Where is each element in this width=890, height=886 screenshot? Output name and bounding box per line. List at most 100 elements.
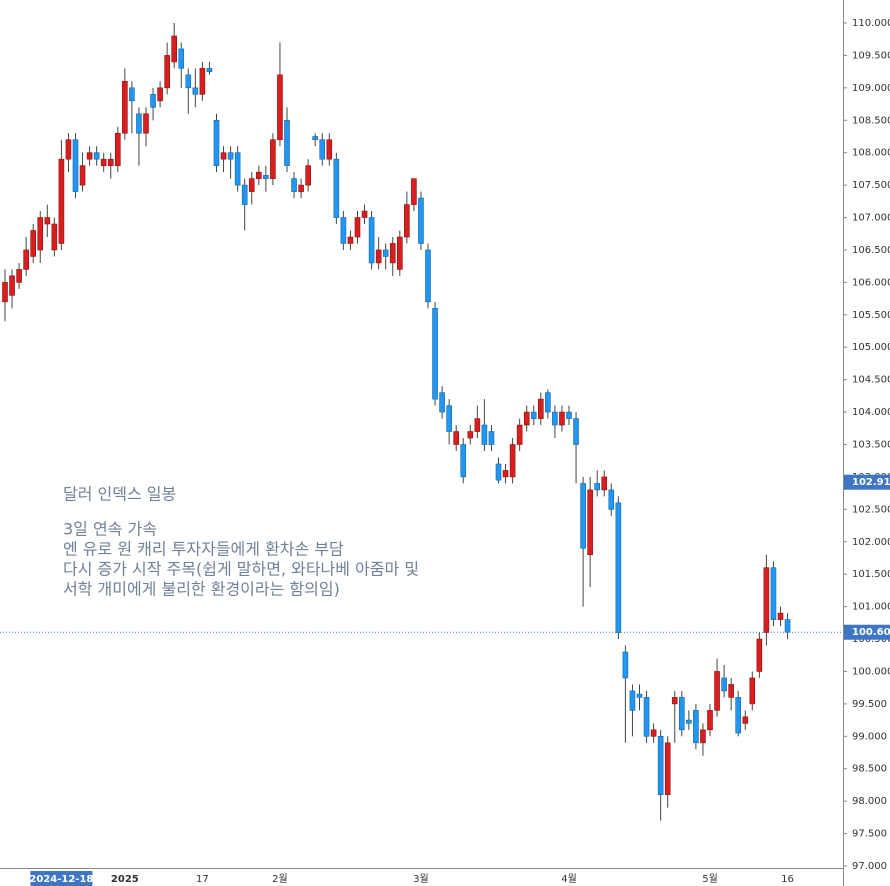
y-tick-label: 99.500 xyxy=(852,699,887,710)
y-tick-label: 102.500 xyxy=(852,504,890,515)
candle-up xyxy=(51,223,58,251)
candle-up xyxy=(671,697,678,705)
candle-down xyxy=(291,178,297,192)
x-tick-label: 4월 xyxy=(561,873,577,885)
candle-up xyxy=(16,269,22,283)
candle-down xyxy=(693,710,699,744)
candle-down xyxy=(622,651,629,679)
candle-up xyxy=(516,424,523,445)
annotation: 엔 유로 원 캐리 투자자들에게 환차손 부담 xyxy=(63,540,344,559)
candle-down xyxy=(382,249,389,257)
candle-down xyxy=(629,690,636,711)
candle-down xyxy=(185,74,192,89)
candle-down xyxy=(594,483,601,491)
y-tick-label: 97.000 xyxy=(852,861,887,872)
candle-up xyxy=(277,74,283,141)
y-tick-label: 98.000 xyxy=(852,796,887,807)
candle-down xyxy=(488,431,495,445)
candle-up xyxy=(326,139,333,160)
candle-down xyxy=(72,139,79,192)
y-tick-label: 101.000 xyxy=(852,602,890,613)
candle-up xyxy=(44,217,51,225)
candle-up xyxy=(100,158,107,166)
candle-down xyxy=(333,158,340,218)
y-tick-label: 108.000 xyxy=(852,148,890,159)
candle-up xyxy=(664,742,671,795)
candle-up xyxy=(728,684,734,698)
y-tick-label: 110.000 xyxy=(852,18,890,29)
candle-down xyxy=(552,411,558,426)
candle-up xyxy=(107,158,114,166)
candle-up xyxy=(361,210,368,218)
price-label-box xyxy=(844,624,890,640)
y-tick-label: 106.500 xyxy=(852,245,890,256)
y-tick-label: 103.500 xyxy=(852,440,890,451)
y-tick-label: 109.500 xyxy=(852,50,890,61)
candle-up xyxy=(248,178,255,192)
candle-up xyxy=(396,236,403,270)
candle-down xyxy=(150,94,156,108)
candle-down xyxy=(580,483,586,549)
candle-down xyxy=(495,463,502,481)
y-tick-label: 109.000 xyxy=(852,83,890,94)
candle-down xyxy=(657,736,664,795)
candle-down xyxy=(93,152,100,160)
x-tick-label: 2월 xyxy=(272,873,288,885)
candle-down xyxy=(178,48,185,69)
y-tick-label: 99.000 xyxy=(852,731,887,742)
annotation: 다시 증가 시작 주목(쉽게 말하면, 와타나베 아줌마 및 xyxy=(63,560,419,579)
candle-up xyxy=(171,35,177,63)
candle-down xyxy=(418,197,424,244)
annotation: 달러 인덱스 일봉 xyxy=(63,485,176,504)
candle-down xyxy=(213,119,220,166)
candle-down xyxy=(615,502,622,633)
candle-down xyxy=(770,567,777,620)
candle-up xyxy=(707,710,713,731)
candle-down xyxy=(784,619,791,633)
candle-down xyxy=(446,405,452,432)
candle-up xyxy=(777,612,784,620)
candle-down xyxy=(545,392,551,413)
y-tick-label: 105.500 xyxy=(852,310,890,321)
y-tick-label: 104.500 xyxy=(852,375,890,386)
candle-up xyxy=(79,165,86,186)
candle-up xyxy=(2,282,8,303)
candle-down xyxy=(136,113,142,134)
candle-down xyxy=(312,136,319,141)
candle-up xyxy=(763,567,770,633)
candle-up xyxy=(354,217,361,238)
y-tick-label: 107.500 xyxy=(852,180,890,191)
candle-up xyxy=(474,418,481,432)
y-tick-label: 108.500 xyxy=(852,115,890,126)
x-tick-label: 2025 xyxy=(111,874,139,885)
candle-down xyxy=(686,719,692,724)
candle-up xyxy=(347,236,354,244)
candle-down xyxy=(643,697,650,737)
candle-up xyxy=(157,87,163,102)
candle-up xyxy=(587,489,593,556)
x-tick-label: 16 xyxy=(781,874,794,885)
candle-up xyxy=(756,638,763,672)
candle-up xyxy=(714,671,720,711)
x-crosshair-box xyxy=(30,871,93,886)
annotation: 서학 개미에게 불리한 환경이라는 함의임) xyxy=(63,580,340,599)
candle-down xyxy=(319,139,326,160)
candle-up xyxy=(164,55,170,89)
candle-up xyxy=(122,81,128,134)
candle-down xyxy=(206,68,213,72)
candle-down xyxy=(636,693,643,698)
candle-up xyxy=(255,171,262,179)
candle-up xyxy=(559,411,565,426)
candle-down xyxy=(284,119,290,166)
candle-up xyxy=(115,132,121,166)
y-tick-label: 106.000 xyxy=(852,277,890,288)
candle-down xyxy=(735,697,742,734)
candle-up xyxy=(700,729,706,744)
candle-up xyxy=(601,476,608,491)
candle-down xyxy=(460,444,467,478)
candle-up xyxy=(220,152,227,160)
candle-down xyxy=(573,418,579,445)
candle-up xyxy=(375,249,382,264)
x-tick-label: 2024-12-18 xyxy=(29,874,93,885)
candle-down xyxy=(234,152,241,186)
